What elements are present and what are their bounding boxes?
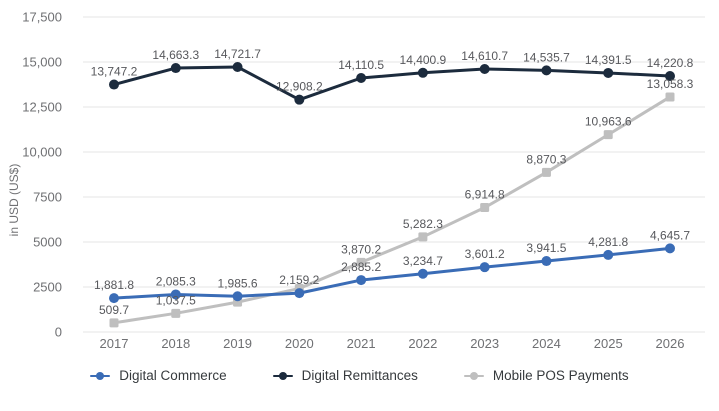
x-axis-tick-label: 2019 [223,336,252,351]
legend: Digital Commerce Digital Remittances Mobil… [0,368,719,383]
data-point-label: 1,881.8 [94,278,134,292]
x-axis-tick-label: 2024 [532,336,561,351]
x-axis-tick-label: 2025 [594,336,623,351]
data-point-label: 2,885.2 [341,260,381,274]
x-axis-tick-label: 2022 [408,336,437,351]
x-axis-tick-label: 2018 [161,336,190,351]
data-point[interactable] [418,232,428,242]
data-point-label: 2,159.2 [279,273,319,287]
data-point-label: 1,985.6 [218,276,258,290]
data-point-label: 1,037.5 [156,293,196,307]
data-point[interactable] [665,243,675,254]
data-point[interactable] [541,65,552,76]
data-point[interactable] [480,203,490,213]
legend-label: Digital Commerce [119,368,227,383]
data-point[interactable] [541,256,552,267]
data-point-label: 4,645.7 [650,228,690,242]
data-point[interactable] [109,318,119,328]
data-point-label: 12,908.2 [276,80,323,94]
data-point-label: 14,391.5 [585,53,632,67]
y-axis-tick-label: 2500 [33,280,62,295]
data-point[interactable] [603,130,613,140]
y-axis-tick-label: 12,500 [22,100,62,115]
x-axis-tick-label: 2021 [347,336,376,351]
data-point[interactable] [170,289,181,300]
data-point[interactable] [417,268,428,279]
y-axis-tick-label: 0 [55,325,62,340]
y-axis-tick-label: 17,500 [22,10,62,25]
data-point-label: 3,941.5 [526,241,566,255]
data-point-label: 14,535.7 [523,50,570,64]
data-point-label: 14,721.7 [214,47,261,61]
data-point[interactable] [479,262,490,273]
data-point-label: 509.7 [99,303,129,317]
legend-marker-icon [90,371,111,381]
legend-label: Digital Remittances [301,368,418,383]
data-point-label: 10,963.6 [585,115,632,129]
x-axis-tick-label: 2026 [656,336,685,351]
data-point-label: 8,870.3 [526,152,566,166]
data-point-label: 2,085.3 [156,274,196,288]
data-point-label: 14,663.3 [152,48,199,62]
legend-item-digital-remittances[interactable]: Digital Remittances [272,368,418,383]
x-axis-tick-label: 2017 [100,336,129,351]
data-point[interactable] [232,62,243,73]
data-point-label: 14,610.7 [461,49,508,63]
data-point-label: 3,870.2 [341,242,381,256]
data-point-label: 13,058.3 [647,77,694,91]
legend-marker-icon [272,371,293,381]
data-point[interactable] [603,67,614,78]
data-point[interactable] [294,94,305,105]
data-point-label: 6,914.8 [465,188,505,202]
data-point[interactable] [356,275,367,286]
data-point[interactable] [109,293,119,304]
legend-label: Mobile POS Payments [492,368,629,383]
series-line-digital-commerce [112,246,672,300]
data-point-label: 4,281.8 [588,235,628,249]
data-point[interactable] [665,71,675,82]
data-point[interactable] [356,73,367,84]
data-point[interactable] [417,67,428,78]
data-point[interactable] [109,79,119,90]
data-point[interactable] [479,64,490,75]
data-point[interactable] [541,167,551,177]
data-point[interactable] [171,308,181,318]
data-point-label: 3,234.7 [403,254,443,268]
legend-marker-icon [463,371,484,381]
data-point[interactable] [356,257,366,267]
data-point[interactable] [294,288,305,299]
series-line-mobile-pos-payments [112,95,672,325]
data-point-label: 5,282.3 [403,217,443,231]
data-point[interactable] [603,249,614,260]
legend-item-digital-commerce[interactable]: Digital Commerce [90,368,227,383]
y-axis-title: in USD (US$) [7,163,21,237]
y-axis-tick-label: 7500 [33,190,62,205]
data-point-label: 13,747.2 [91,65,138,79]
x-axis-tick-label: 2020 [285,336,314,351]
data-point-label: 14,110.5 [338,58,384,72]
y-axis-tick-label: 15,000 [22,55,62,70]
data-point-label: 14,400.9 [400,53,447,67]
data-point[interactable] [232,291,243,302]
y-axis-tick-label: 10,000 [22,145,62,160]
data-point-label: 14,220.8 [647,56,694,70]
data-point[interactable] [170,63,181,74]
x-axis-tick-label: 2023 [470,336,499,351]
legend-item-mobile-pos-payments[interactable]: Mobile POS Payments [463,368,629,383]
y-axis-tick-label: 5000 [33,235,62,250]
series-line-digital-remittances [112,65,672,102]
data-point[interactable] [665,92,675,102]
data-point-label: 3,601.2 [465,247,505,261]
